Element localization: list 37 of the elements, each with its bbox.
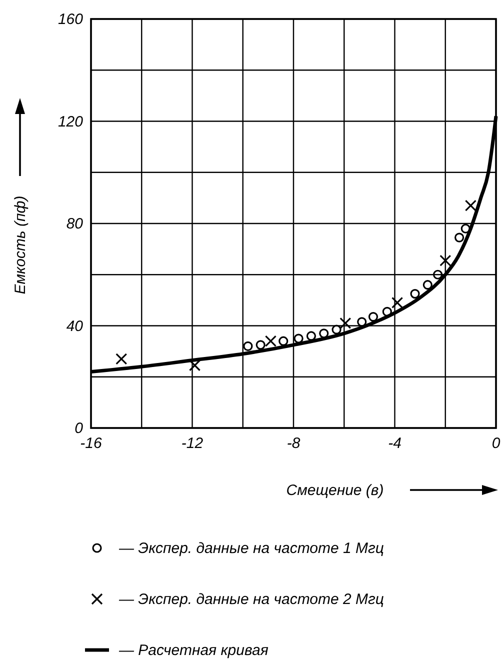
legend-label: — Экспер. данные на частоте 2 Мгц <box>118 591 384 608</box>
point <box>264 335 277 347</box>
point <box>357 317 367 327</box>
legend-label: — Экспер. данные на частоте 1 Мгц <box>118 540 384 557</box>
point <box>332 324 342 334</box>
point <box>340 317 352 329</box>
point <box>422 280 432 290</box>
y-tick-label: 40 <box>66 318 84 335</box>
point <box>116 353 128 365</box>
y-axis-title: Емкость (пф) <box>12 196 29 294</box>
point <box>454 232 464 242</box>
point <box>294 334 304 344</box>
y-tick-label: 80 <box>66 216 84 232</box>
legend-label: — Расчетная кривая <box>118 642 268 659</box>
point <box>382 306 392 316</box>
x-tick-label: -8 <box>286 435 301 452</box>
point <box>460 224 470 234</box>
point <box>278 336 288 346</box>
point <box>410 288 420 299</box>
point <box>440 254 452 266</box>
point <box>188 360 201 372</box>
point <box>256 340 266 350</box>
point <box>319 328 329 338</box>
y-tick-label: 0 <box>74 420 84 437</box>
point <box>464 200 476 212</box>
x-tick-label: -16 <box>80 435 102 452</box>
y-tick-label: 120 <box>58 113 84 130</box>
x-tick-label: -12 <box>181 435 204 452</box>
x-tick-label: -4 <box>388 435 402 452</box>
point <box>243 341 253 351</box>
point <box>368 312 378 322</box>
x-axis-title: Смещение (в) <box>286 482 384 499</box>
point <box>432 270 443 280</box>
y-tick-label: 160 <box>58 11 84 28</box>
point <box>391 296 404 309</box>
x-tick-label: 0 <box>492 435 501 452</box>
point <box>306 331 316 341</box>
